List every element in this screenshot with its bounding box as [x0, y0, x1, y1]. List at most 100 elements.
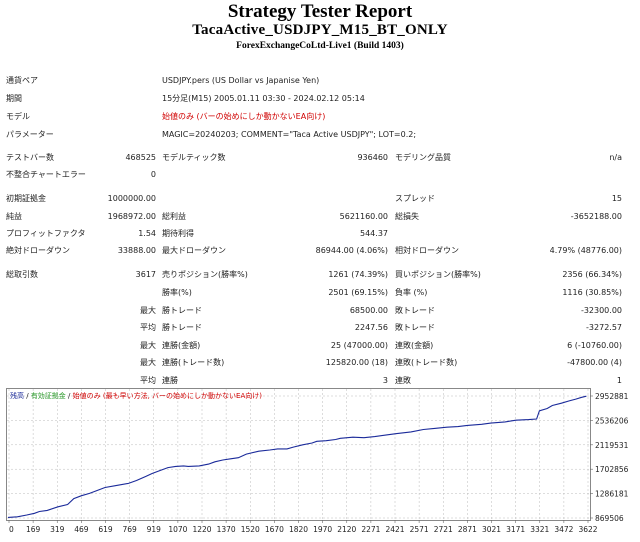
- x-tick-label: 1220: [192, 525, 211, 534]
- x-tick-label: 3622: [578, 525, 597, 534]
- params-value: MAGIC=20240203; COMMENT="Taca Active USD…: [162, 130, 417, 139]
- x-tick-label: 1670: [265, 525, 284, 534]
- y-tick-label: 2536206: [595, 416, 629, 425]
- x-tick-label: 2871: [458, 525, 477, 534]
- y-tick-label: 2952881: [595, 392, 629, 401]
- x-tick-label: 1970: [313, 525, 332, 534]
- y-axis-ticks: 2952881 2536206 2119531 1702856 1286181 86950…: [590, 392, 629, 523]
- x-tick-label: 3021: [482, 525, 501, 534]
- avg-win-value: 2247.56: [354, 323, 388, 332]
- loss-rate-label: 負率 (%): [395, 288, 428, 297]
- strategy-name: TacaActive_USDJPY_M15_BT_ONLY: [192, 22, 448, 38]
- x-tick-label: 2721: [434, 525, 453, 534]
- report-title: Strategy Tester Report: [227, 1, 413, 22]
- max-consec-loss-value: -47800.00 (4): [567, 358, 622, 367]
- max-drawdown-label: 最大ドローダウン: [162, 246, 226, 255]
- short-positions-value: 1261 (74.39%): [328, 270, 388, 279]
- x-tick-label: 619: [98, 525, 113, 534]
- x-tick-label: 2271: [361, 525, 380, 534]
- avg-loss-label: 敗トレード: [395, 323, 435, 332]
- gross-loss-value: -3652188.00: [570, 212, 622, 221]
- long-positions-value: 2356 (66.34%): [562, 270, 622, 279]
- max-consec-label-2: 最大: [140, 358, 156, 367]
- largest-label: 最大: [140, 306, 156, 315]
- max-consec-wins-label: 連勝(金額): [162, 341, 201, 350]
- x-tick-label: 769: [122, 525, 137, 534]
- rel-drawdown-value: 4.79% (48776.00): [549, 246, 622, 255]
- server-info: ForexExchangeCoLtd-Live1 (Build 1403): [236, 41, 404, 51]
- max-consec-wins-value: 25 (47000.00): [330, 341, 388, 350]
- y-tick-label: 2119531: [595, 441, 629, 450]
- max-drawdown-value: 86944.00 (4.06%): [315, 246, 388, 255]
- largest-win-label: 勝トレード: [162, 306, 202, 315]
- x-tick-label: 1370: [217, 525, 236, 534]
- avg-win-label: 勝トレード: [162, 323, 202, 332]
- model-value: 始値のみ (バーの始めにしか動かないEA向け): [162, 112, 326, 121]
- total-trades-value: 3617: [135, 270, 156, 279]
- max-consec-label: 最大: [140, 341, 156, 350]
- profit-factor-value: 1.54: [138, 229, 156, 238]
- long-positions-label: 買いポジション(勝率%): [395, 270, 481, 279]
- deposit-label: 初期証拠金: [6, 194, 46, 203]
- avg-consec-label: 平均: [140, 376, 156, 385]
- period-label: 期間: [6, 94, 22, 103]
- chart-grid: [7, 389, 590, 520]
- x-tick-label: 2571: [410, 525, 429, 534]
- x-tick-label: 469: [74, 525, 89, 534]
- total-trades-label: 総取引数: [6, 270, 38, 279]
- x-tick-label: 3171: [506, 525, 525, 534]
- spread-value: 15: [611, 194, 622, 203]
- mismatch-label: 不整合チャートエラー: [6, 170, 86, 179]
- max-consec-loss-label: 連敗(トレード数): [395, 358, 458, 367]
- rel-drawdown-label: 相対ドローダウン: [395, 246, 459, 255]
- x-tick-label: 2120: [337, 525, 356, 534]
- abs-drawdown-value: 33888.00: [117, 246, 156, 255]
- x-tick-label: 319: [50, 525, 65, 534]
- params-label: パラメーター: [6, 130, 54, 139]
- x-tick-label: 1070: [168, 525, 187, 534]
- deposit-value: 1000000.00: [107, 194, 156, 203]
- legend-entry: /: [24, 392, 31, 400]
- chart-legend: 残高 / 有効証拠金 / 始値のみ (最も早い方法, バーの始めにしか動かないE…: [10, 391, 262, 400]
- model-label: モデル: [6, 112, 30, 121]
- expected-payoff-label: 期待利得: [162, 229, 194, 238]
- gross-profit-label: 総利益: [162, 212, 186, 221]
- ticks-label: モデルティック数: [162, 153, 226, 162]
- ticks-value: 936460: [357, 153, 388, 162]
- bars-label: テストバー数: [6, 153, 54, 162]
- legend-entry: 残高: [10, 391, 24, 400]
- quality-value: n/a: [609, 153, 622, 162]
- max-consec-losses-value: 6 (-10760.00): [567, 341, 622, 350]
- average-label: 平均: [140, 323, 156, 332]
- bars-value: 468525: [125, 153, 156, 162]
- max-consec-profit-label: 連勝(トレード数): [162, 358, 225, 367]
- x-tick-label: 3472: [554, 525, 573, 534]
- win-rate-value: 2501 (69.15%): [328, 288, 388, 297]
- loss-rate-value: 1116 (30.85%): [562, 288, 622, 297]
- expected-payoff-value: 544.37: [360, 229, 388, 238]
- x-tick-label: 1820: [289, 525, 308, 534]
- avg-consec-wins-value: 3: [382, 376, 388, 385]
- x-axis-ticks: 0 169 319 469 619 769 919 1070 1220 1370 1520 1670 1…: [8, 520, 598, 534]
- x-tick-label: 169: [26, 525, 41, 534]
- x-tick-label: 0: [9, 525, 14, 534]
- x-tick-label: 1520: [241, 525, 260, 534]
- balance-series-line: [7, 395, 587, 518]
- symbol-value: USDJPY.pers (US Dollar vs Japanise Yen): [162, 76, 320, 85]
- legend-entry: /: [66, 392, 73, 400]
- profit-factor-label: プロフィットファクタ: [6, 229, 86, 238]
- largest-loss-label: 敗トレード: [395, 306, 435, 315]
- balance-chart: 2952881 2536206 2119531 1702856 1286181 86950…: [6, 388, 629, 534]
- legend-entry: 有効証拠金: [31, 391, 66, 400]
- avg-consec-wins-label: 連勝: [162, 376, 178, 385]
- spread-label: スプレッド: [395, 194, 435, 203]
- x-tick-label: 2421: [385, 525, 404, 534]
- x-tick-label: 919: [147, 525, 162, 534]
- net-profit-label: 純益: [6, 212, 22, 221]
- net-profit-value: 1968972.00: [107, 212, 156, 221]
- x-tick-label: 3321: [530, 525, 549, 534]
- abs-drawdown-label: 絶対ドローダウン: [6, 246, 70, 255]
- legend-entry: 始値のみ (最も早い方法, バーの始めにしか動かないEA向け): [73, 391, 263, 400]
- period-value: 15分足(M15) 2005.01.11 03:30 - 2024.02.12 …: [162, 94, 365, 103]
- mismatch-value: 0: [150, 170, 156, 179]
